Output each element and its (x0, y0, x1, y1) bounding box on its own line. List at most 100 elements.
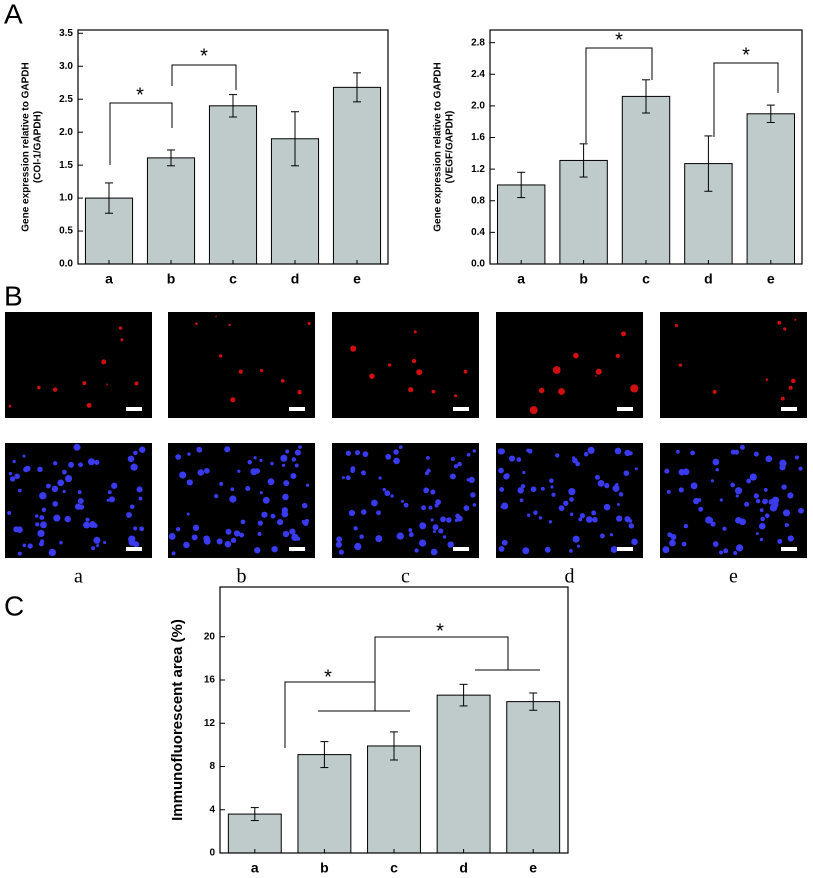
panel-label: A (4, 0, 23, 29)
nucleus (77, 490, 82, 495)
nucleus (103, 540, 107, 545)
y-tick-label: 1.6 (471, 132, 485, 143)
scale-bar (781, 547, 797, 551)
stain-spot (621, 331, 627, 337)
y-tick-label: 8 (209, 761, 215, 772)
x-tick-label: c (642, 271, 650, 287)
significance-bracket (713, 62, 779, 137)
nucleus (472, 503, 477, 507)
y-tick-label: 0.5 (59, 226, 73, 237)
nucleus (257, 531, 262, 536)
nucleus (794, 455, 799, 460)
nucleus (499, 487, 505, 492)
nucleus (753, 493, 759, 499)
nucleus (345, 450, 352, 456)
nucleus (587, 446, 595, 454)
nucleus (421, 505, 427, 511)
nucleus (449, 473, 456, 480)
error-bar (766, 104, 775, 123)
nucleus (746, 478, 752, 484)
nucleus (442, 535, 447, 539)
nucleus (616, 515, 623, 522)
stain-spot (120, 338, 124, 342)
nucleus (733, 551, 738, 556)
stain-spot (118, 326, 123, 330)
y-tick-label: 3.0 (59, 61, 73, 72)
nucleus (715, 467, 719, 472)
y-axis-label: Immunofluorescent area (%) (169, 619, 186, 821)
nucleus (294, 463, 299, 468)
nucleus (722, 526, 727, 531)
nucleus (710, 521, 716, 527)
nucleus (271, 545, 278, 553)
nucleus (245, 485, 251, 491)
nucleus (504, 473, 510, 479)
nucleus (447, 541, 454, 548)
nucleus (628, 519, 633, 523)
x-tick-label: e (529, 860, 537, 876)
y-tick-label: 0.0 (471, 259, 485, 270)
nucleus (457, 461, 462, 467)
nucleus (239, 532, 245, 538)
nucleus (760, 516, 765, 522)
nucleus (203, 537, 211, 545)
nucleus (631, 538, 638, 546)
stain-spot (529, 406, 538, 415)
nucleus (472, 449, 477, 453)
nucleus (440, 516, 446, 523)
stain-spot (454, 394, 458, 398)
stain-spot (228, 323, 231, 327)
stain-spot (101, 359, 107, 365)
stain-spot (411, 358, 417, 364)
nucleus (175, 526, 181, 532)
nucleus (259, 458, 263, 463)
nucleus (89, 520, 97, 528)
y-tick-label: 2.0 (59, 127, 73, 138)
nucleus (430, 518, 434, 522)
nucleus (579, 513, 586, 519)
nucleus (290, 472, 297, 479)
nucleus (763, 488, 768, 492)
x-tick-label: d (459, 860, 468, 876)
bar (332, 86, 382, 265)
x-tick-label: a (105, 271, 113, 287)
nucleus (359, 534, 364, 539)
nucleus (12, 459, 16, 464)
y-tick-label: 0.8 (471, 195, 485, 206)
error-bar (167, 149, 175, 167)
significance-mark: * (742, 44, 750, 66)
stain-spot (712, 389, 717, 394)
y-tick-label: 0.0 (59, 259, 73, 270)
stain-spot (777, 320, 782, 325)
nucleus (93, 536, 101, 544)
x-tick-label: a (517, 271, 525, 287)
nucleus (171, 551, 176, 556)
nucleus (787, 492, 794, 499)
y-tick-label: 1.0 (59, 193, 73, 204)
error-bar (250, 807, 259, 822)
nucleus (777, 538, 783, 544)
nucleus (64, 474, 73, 483)
stain-spot (558, 388, 565, 395)
scale-bar (781, 407, 797, 411)
y-tick-label: 20 (204, 631, 216, 642)
bar (621, 95, 671, 265)
nucleus (45, 483, 51, 489)
stain-spot (595, 368, 602, 375)
stain-spot (106, 383, 108, 386)
nucleus (396, 532, 404, 540)
nucleus (408, 528, 413, 532)
error-bar (459, 683, 468, 707)
image-label: b (237, 566, 247, 588)
stain-spot (86, 402, 92, 408)
y-tick-label: 1.2 (471, 164, 485, 175)
nucleus (755, 498, 761, 504)
nucleus (423, 487, 430, 494)
nucleus (578, 517, 583, 522)
nucleus (428, 505, 433, 510)
stain-spot (238, 369, 243, 374)
nucleus (759, 537, 764, 542)
nucleus (126, 512, 132, 518)
scale-bar (126, 547, 142, 551)
stain-spot (280, 379, 285, 383)
